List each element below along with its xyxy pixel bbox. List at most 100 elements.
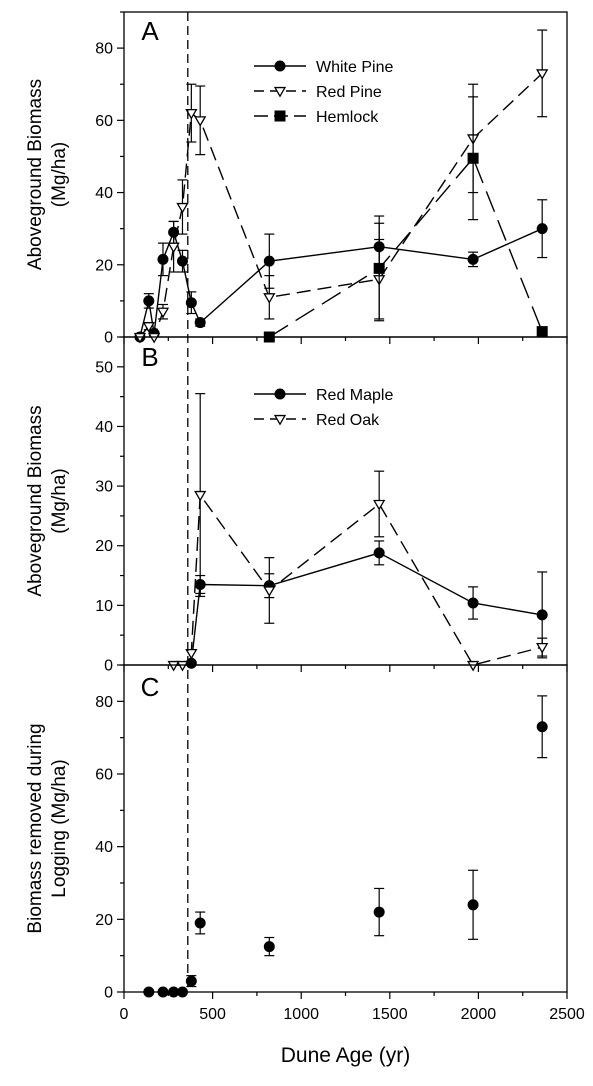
data-point (167, 660, 180, 672)
data-point (263, 293, 276, 304)
panel-letter: C (141, 672, 160, 702)
x-tick-label: 2500 (549, 1006, 585, 1023)
data-point (194, 317, 206, 329)
data-point (467, 899, 479, 911)
data-point (194, 917, 206, 929)
data-point (274, 110, 286, 122)
data-point (536, 69, 549, 80)
y-tick-label: 80 (95, 41, 113, 58)
data-point (373, 547, 385, 559)
series (263, 96, 548, 343)
legend-label: White Pine (316, 59, 393, 76)
y-axis-title: (Mg/ha) (49, 468, 70, 533)
legend-item: White Pine (254, 59, 393, 76)
y-tick-label: 0 (104, 330, 113, 347)
data-point (274, 60, 286, 72)
panel-letter: A (141, 16, 159, 46)
legend-item: Hemlock (254, 109, 379, 126)
data-point (176, 255, 188, 267)
data-point (143, 986, 155, 998)
data-point (167, 242, 180, 254)
legend-label: Red Maple (316, 387, 393, 404)
data-point (467, 597, 479, 609)
panel-c: 0 20 40 60 80 0 500 1000 1500 2000 2500 Biomass rem… (25, 664, 585, 1067)
x-axis-title: Dune Age (yr) (281, 1044, 411, 1067)
data-point (142, 322, 155, 333)
series (167, 393, 549, 672)
data-point (263, 941, 275, 953)
data-point (467, 152, 479, 164)
y-tick-label: 80 (95, 694, 113, 711)
legend-item: Red Pine (254, 84, 382, 101)
data-point (263, 586, 276, 597)
data-point (185, 975, 197, 987)
y-tick-label: 60 (95, 113, 113, 130)
x-tick-label: 1000 (283, 1006, 319, 1023)
data-point (536, 609, 548, 621)
y-tick-label: 10 (95, 598, 113, 615)
panel-a: 0 20 40 60 80 Aboveground Biomass (Mg/ha) A Whit… (25, 11, 568, 347)
data-point (373, 906, 385, 918)
y-axis-title: Aboveground Biomass (25, 405, 46, 596)
data-point (536, 223, 548, 235)
y-tick-label: 40 (95, 839, 113, 856)
legend-label: Red Pine (316, 84, 382, 101)
data-point (157, 253, 169, 265)
y-tick-label: 60 (95, 767, 113, 784)
x-tick-label: 0 (120, 1006, 129, 1023)
y-tick-label: 20 (95, 257, 113, 274)
data-point (147, 332, 161, 344)
data-point (194, 490, 207, 502)
data-point (176, 202, 189, 214)
y-tick-label: 0 (104, 658, 113, 675)
legend-label: Hemlock (316, 109, 379, 126)
data-point (274, 388, 286, 400)
data-point (373, 499, 386, 511)
x-tick-label: 2000 (461, 1006, 497, 1023)
y-axis-title: Logging (Mg/ha) (49, 759, 70, 897)
series (133, 29, 549, 344)
legend-item: Red Maple (254, 387, 393, 404)
y-tick-label: 40 (95, 185, 113, 202)
y-tick-label: 40 (95, 419, 113, 436)
series (143, 695, 548, 998)
panel-letter: B (141, 342, 158, 372)
series-line (268, 156, 543, 338)
data-point (185, 109, 198, 120)
data-point (467, 253, 479, 265)
series (185, 540, 548, 669)
panel-b: 0 10 20 30 40 50 Aboveground Biomass (Mg/ha) B Re… (25, 336, 568, 675)
y-axis-title: Biomass removed during (25, 723, 46, 933)
y-tick-label: 30 (95, 479, 113, 496)
legend-label: Red Oak (316, 412, 380, 429)
data-point (176, 660, 189, 672)
y-tick-label: 20 (95, 912, 113, 929)
data-point (373, 262, 385, 274)
data-point (157, 986, 169, 998)
data-point (185, 297, 197, 309)
data-point (273, 414, 287, 426)
y-tick-label: 0 (104, 985, 113, 1002)
x-tick-label: 1500 (372, 1006, 408, 1023)
data-point (176, 986, 188, 998)
x-tick-label: 500 (199, 1006, 226, 1023)
data-point (536, 643, 549, 654)
y-axis-title: Aboveground Biomass (25, 79, 46, 270)
data-point (273, 86, 287, 98)
series-line (173, 492, 543, 666)
data-point (466, 660, 480, 672)
data-point (143, 295, 155, 307)
data-point (536, 326, 548, 338)
plot-frame (123, 664, 568, 993)
data-point (536, 721, 548, 733)
y-tick-label: 20 (95, 538, 113, 555)
legend-item: Red Oak (254, 412, 380, 429)
data-point (194, 116, 207, 127)
series-line (190, 552, 543, 664)
data-point (133, 332, 147, 344)
data-point (263, 255, 275, 267)
y-axis-title: (Mg/ha) (49, 142, 70, 207)
series (134, 199, 548, 343)
data-point (156, 307, 170, 319)
